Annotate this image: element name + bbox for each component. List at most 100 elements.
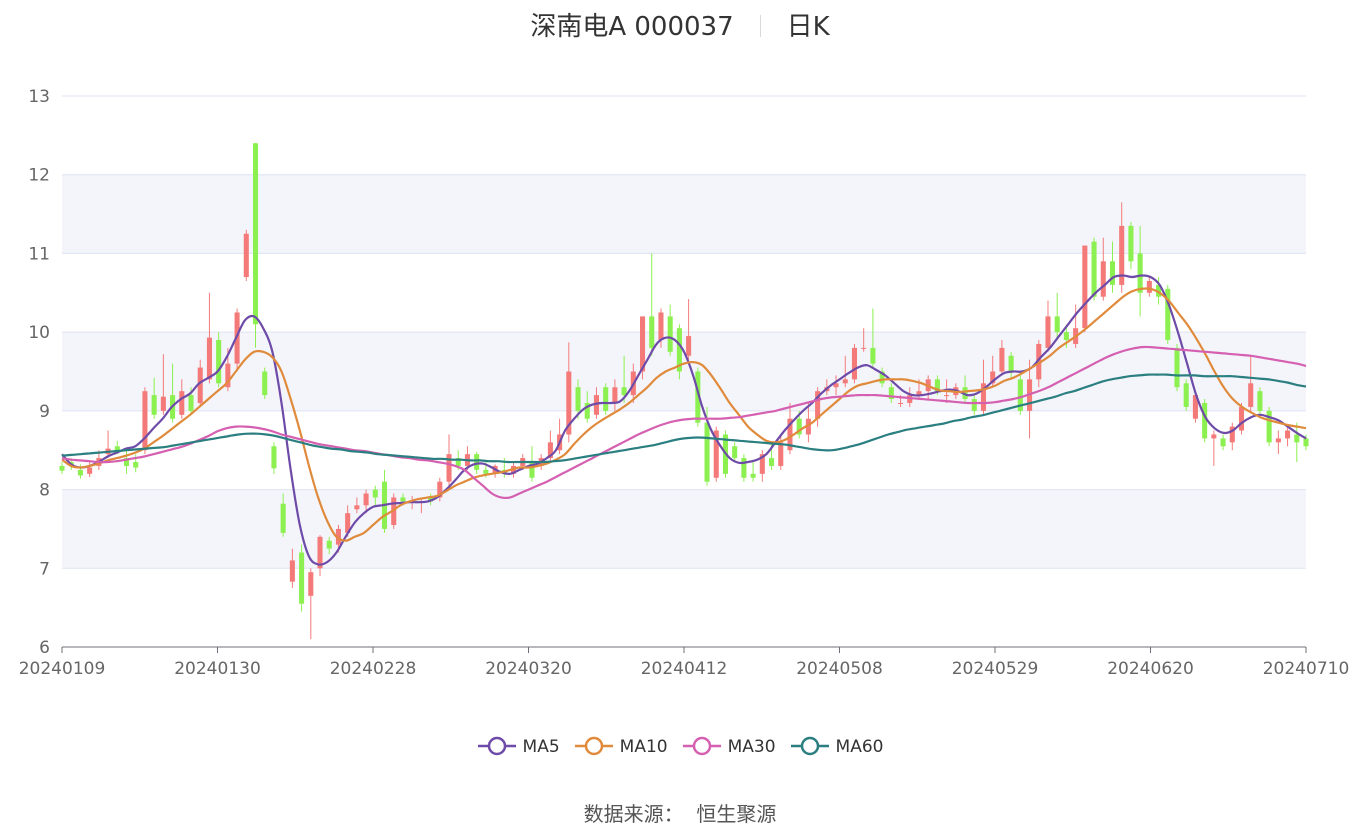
y-tick-label: 10 [28,323,50,343]
candle-body [649,316,655,348]
ma-line-ma30 [61,345,1307,500]
candle-body [1220,438,1226,447]
y-tick-label: 11 [28,244,50,264]
legend-marker-circle [692,736,711,756]
candle-body [575,387,581,411]
legend-label: MA5 [522,737,560,757]
candle-body [566,371,572,435]
candle-body [188,395,194,411]
candle-body [363,493,369,506]
candle-body [225,363,231,388]
candle-body [759,454,765,474]
legend-marker-circle [584,736,603,756]
candle-body [1285,430,1291,439]
candle-body [787,418,793,451]
ma-lines [61,274,1307,566]
candle-body [741,458,747,478]
candle-body [1128,225,1134,262]
candle-body [870,347,876,364]
x-tick-label: 20240320 [485,659,572,679]
candle-body [1054,316,1060,333]
candle-body [1266,410,1272,443]
candle-body [980,383,987,411]
candle-body [769,458,775,466]
candle-body [667,316,673,352]
candle-body [1036,343,1042,380]
y-tick-label: 12 [28,166,50,186]
candle-body [971,399,977,411]
candle-body [621,387,627,396]
candle-body [584,402,590,419]
candle-body [1119,225,1125,285]
candle-body [151,395,157,415]
candle-body [888,387,894,400]
candle-body [1137,253,1143,293]
candle-body [704,422,710,482]
y-axis: 6 7 8 9 10 11 12 13 [28,87,50,658]
candle-body [851,347,858,380]
candle-body [898,402,904,404]
candle-body [934,379,940,392]
legend-item-ma5[interactable]: MA5 [477,735,560,757]
candle-body [1229,426,1235,443]
grid-band [62,489,1306,569]
candle-body [1174,347,1180,388]
source-label: 数据来源： [583,802,684,826]
legend-label: MA60 [835,737,884,757]
chart-title-period: 日K [786,12,830,42]
candle-body [1192,395,1198,419]
candle-body [289,560,295,582]
candle-body [1091,241,1097,297]
candle-body [1211,434,1217,439]
candle-body [639,316,646,372]
candle-body [1238,406,1245,431]
y-tick-label: 9 [39,402,50,422]
legend-marker [790,736,829,756]
x-axis: 20240109 20240130 20240228 20240320 20240412… [19,646,1349,679]
candle-body [1109,261,1116,285]
candle-body [1165,288,1171,341]
candle-body [833,383,839,388]
candle-body [916,391,922,396]
candle-body [999,347,1005,372]
legend-label: MA10 [619,737,668,757]
candle-body [317,536,323,569]
legend-item-ma30[interactable]: MA30 [682,735,776,757]
candle-body [1146,280,1152,293]
legend-marker [477,736,516,756]
candle-body [1248,383,1254,407]
candle-body [206,337,212,380]
legend-item-ma60[interactable]: MA60 [790,735,884,757]
candle-body [1303,438,1309,447]
legend-marker-circle [800,736,819,756]
candle-body [815,391,821,419]
legend-label: MA30 [727,737,776,757]
legend-marker-circle [487,736,506,756]
candle-body [216,340,222,384]
candle-body [1082,245,1088,329]
candle-body [400,497,406,502]
candle-body [262,371,268,396]
candle-body [750,473,756,478]
candle-body [1183,383,1189,407]
candle-body [133,462,139,468]
candle-body [160,396,166,411]
candle-body [1257,391,1263,411]
background-bands [62,174,1306,569]
candle-body [879,371,885,384]
candle-body [695,371,701,423]
legend-item-ma10[interactable]: MA10 [574,735,668,757]
candle-body [547,442,553,459]
candle-body [372,489,378,498]
candle-body [326,540,332,549]
candle-body [842,379,848,384]
candle-body [1202,402,1208,439]
candle-body [354,505,360,510]
candle-body [805,418,811,435]
x-tick-label: 20240529 [952,659,1039,679]
x-tick-label: 20240412 [641,659,728,679]
candle-body [77,469,83,476]
candle-body [142,391,148,451]
candle-body [123,458,130,466]
legend-marker [574,736,613,756]
